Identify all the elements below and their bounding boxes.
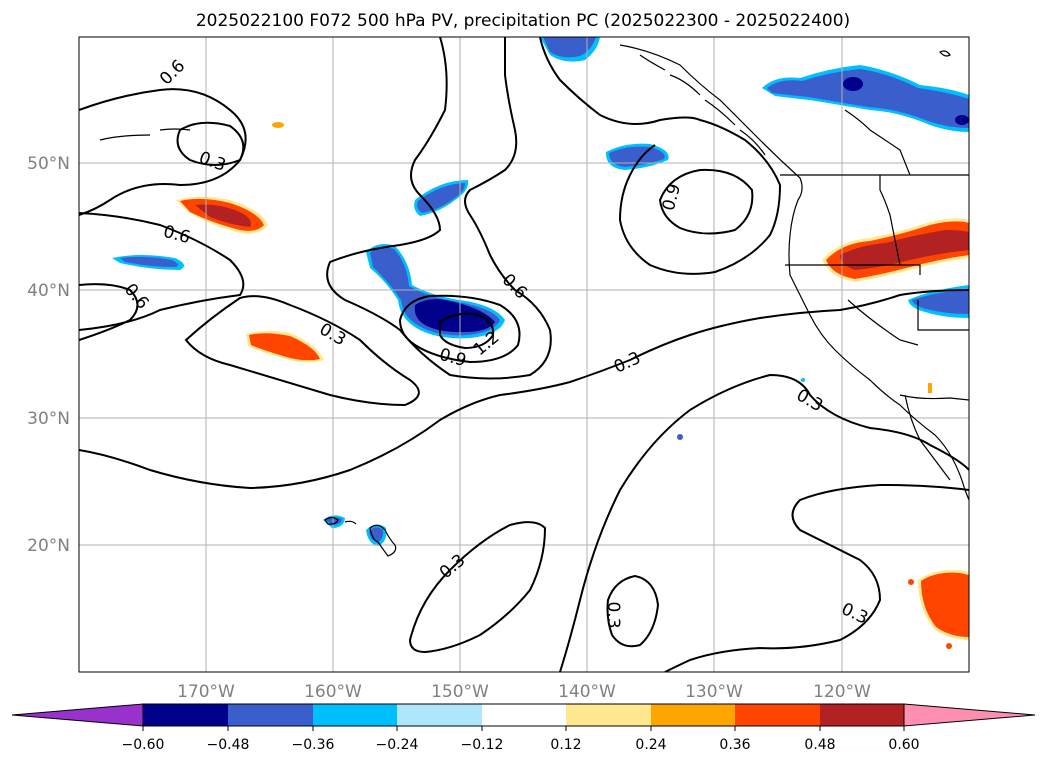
colorbar-border	[142, 703, 905, 727]
figure-title: 2025022100 F072 500 hPa PV, precipitatio…	[196, 11, 850, 31]
precip-blob	[801, 378, 805, 382]
colorbar-tick-label: 0.48	[804, 737, 835, 753]
gridlines	[79, 37, 969, 672]
precip-blob	[928, 383, 932, 393]
precip-blob	[326, 517, 342, 525]
lon-label: 120°W	[813, 682, 871, 702]
precip-blob	[946, 643, 952, 649]
contour-label: 0.3	[603, 601, 623, 628]
lat-label: 30°N	[27, 409, 70, 429]
colorbar-tick-label: 0.36	[719, 737, 750, 753]
lon-label: 160°W	[304, 682, 362, 702]
precip-blob	[767, 69, 969, 128]
precip-blob	[677, 434, 683, 440]
precip-blob	[609, 146, 665, 167]
colorbar-extend-low	[11, 703, 144, 727]
precip-blob	[120, 256, 178, 267]
colorbar-tick-label: −0.48	[207, 737, 250, 753]
lon-label: 140°W	[558, 682, 616, 702]
colorbar-segment	[482, 704, 566, 726]
map-frame	[78, 36, 970, 673]
map-background	[79, 37, 969, 672]
lon-label: 170°W	[177, 682, 235, 702]
colorbar: −0.60 −0.48 −0.36 −0.24 −0.12 0.12 0.24 …	[11, 703, 1036, 753]
colorbar-tick-label: −0.12	[461, 737, 504, 753]
precip-blob	[908, 579, 914, 585]
lon-label: 130°W	[685, 682, 743, 702]
lon-labels: 170°W 160°W 150°W 140°W 130°W 120°W	[177, 682, 871, 702]
precip-blob	[272, 122, 284, 128]
precip-blob	[543, 37, 596, 58]
colorbar-segment	[143, 704, 228, 726]
colorbar-segment	[651, 704, 735, 726]
colorbar-tick-label: −0.36	[292, 737, 335, 753]
precip-blob	[195, 204, 251, 227]
colorbar-segment	[820, 704, 904, 726]
colorbar-extend-high	[903, 703, 1036, 727]
lat-labels: 50°N 40°N 30°N 20°N	[27, 154, 70, 556]
lat-label: 20°N	[27, 536, 70, 556]
colorbar-tick-label: 0.12	[550, 737, 581, 753]
colorbar-tick-label: 0.24	[635, 737, 666, 753]
precip-blob	[955, 115, 969, 125]
precip-blob	[843, 77, 863, 91]
colorbar-segment	[313, 704, 397, 726]
lat-label: 40°N	[27, 281, 70, 301]
precip-blob	[249, 333, 320, 361]
colorbar-segment	[566, 704, 651, 726]
precip-blob	[840, 230, 969, 270]
coastlines	[99, 44, 969, 557]
colorbar-segment	[397, 704, 482, 726]
colorbar-segment	[228, 704, 313, 726]
pv-contours	[79, 37, 969, 672]
colorbar-tick-label: −0.24	[376, 737, 419, 753]
lat-label: 50°N	[27, 154, 70, 174]
lon-label: 150°W	[431, 682, 489, 702]
precip-blob	[369, 527, 384, 542]
colorbar-tick-label: 0.60	[888, 737, 919, 753]
colorbar-segment	[735, 704, 820, 726]
precip-blob	[912, 289, 969, 314]
colorbar-tick-label: −0.60	[122, 737, 165, 753]
precip-blob	[921, 572, 969, 637]
